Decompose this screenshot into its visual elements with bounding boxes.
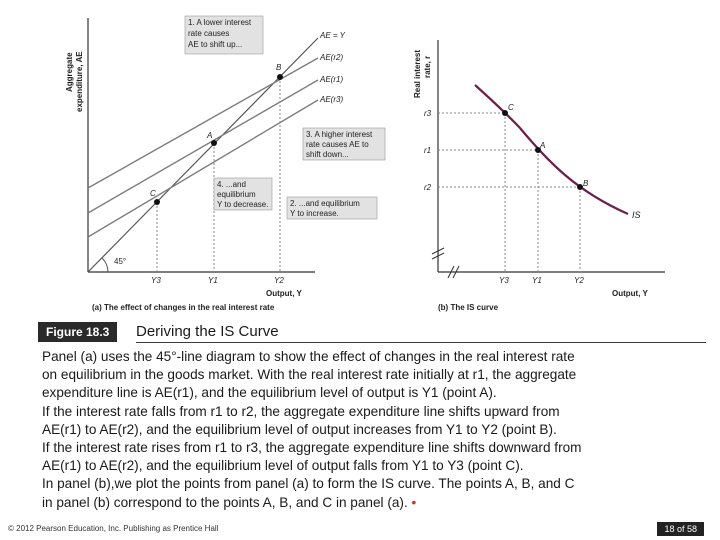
point-b-label-a: B (276, 63, 282, 72)
note-4: 4. ...and equilibrium Y to decrease. (213, 177, 273, 211)
tick-r3: r3 (424, 109, 432, 118)
tick-y3-b: Y3 (499, 276, 509, 285)
point-c-label-a: C (150, 189, 156, 198)
point-a-label-a: A (206, 131, 212, 140)
svg-text:1. A lower interest: 1. A lower interest (188, 18, 252, 27)
svg-text:Y to decrease.: Y to decrease. (217, 200, 268, 209)
label-ae-r2: AE(r2) (319, 53, 343, 62)
label-ae-r1: AE(r1) (319, 75, 343, 84)
is-curve (474, 84, 629, 216)
point-b-b (577, 184, 583, 190)
panel-b: Real interest rate, r IS C A B r3 r1 r2 … (413, 40, 665, 312)
svg-text:rate causes AE to: rate causes AE to (306, 140, 369, 149)
point-c-a (154, 199, 160, 205)
tick-y3-a: Y3 (151, 276, 161, 285)
point-a-label-b: A (539, 141, 545, 150)
tick-y1-b: Y1 (532, 276, 542, 285)
svg-text:Y to increase.: Y to increase. (290, 209, 339, 218)
svg-text:2. ...and equilibrium: 2. ...and equilibrium (290, 199, 360, 208)
svg-text:3. A higher interest: 3. A higher interest (306, 130, 373, 139)
point-b-a (277, 74, 283, 80)
angle-arc (101, 257, 109, 273)
point-c-b (502, 110, 508, 116)
svg-text:shift down...: shift down... (306, 150, 349, 159)
point-c-label-b: C (508, 103, 514, 112)
tick-r2: r2 (424, 183, 432, 192)
label-ae-r3: AE(r3) (319, 95, 343, 104)
panel-b-xlabel: Output, Y (612, 289, 649, 298)
ae-r1-line (87, 79, 319, 214)
svg-text:AE to shift up...: AE to shift up... (188, 40, 242, 49)
panel-a-ylabel-2: expenditure, AE (75, 51, 84, 112)
svg-text:4. ...and: 4. ...and (217, 180, 246, 189)
svg-text:equilibrium: equilibrium (217, 190, 256, 199)
panel-a-xlabel: Output, Y (266, 289, 303, 298)
panel-a-caption: (a) The effect of changes in the real in… (92, 303, 275, 312)
note-3: 3. A higher interest rate causes AE to s… (302, 127, 386, 161)
bullet-icon: • (411, 494, 417, 510)
axis-break-x (447, 265, 460, 279)
caption-line-last: in panel (b) correspond to the points A,… (42, 494, 682, 512)
point-a-b (535, 147, 541, 153)
tick-r1: r1 (424, 146, 431, 155)
note-2: 2. ...and equilibrium Y to increase. (286, 196, 378, 220)
caption-line: on equilibrium in the goods market. With… (42, 367, 577, 383)
caption-line: If the interest rate rises from r1 to r3… (42, 440, 582, 456)
caption-line: AE(r1) to AE(r2), and the equilibrium le… (42, 458, 524, 474)
ae-equals-y-line (87, 37, 319, 273)
axis-break-y (431, 247, 445, 260)
copyright-footer: © 2012 Pearson Education, Inc. Publishin… (8, 524, 219, 533)
caption-line: expenditure line is AE(r1), and the equi… (42, 385, 497, 401)
tick-y2-a: Y2 (274, 276, 284, 285)
caption-line: If the interest rate falls from r1 to r2… (42, 403, 560, 419)
tick-y2-b: Y2 (574, 276, 584, 285)
figure-caption: Panel (a) uses the 45°-line diagram to s… (42, 348, 682, 512)
is-curve-label: IS (632, 210, 641, 220)
caption-line: AE(r1) to AE(r2), and the equilibrium le… (42, 421, 557, 437)
angle-label: 45° (114, 257, 126, 266)
figure-label: Figure 18.3 (38, 322, 118, 342)
note-1: 1. A lower interest rate causes AE to sh… (184, 15, 264, 55)
label-ae-equals-y: AE = Y (319, 31, 346, 40)
point-b-label-b: B (583, 179, 589, 188)
panel-b-ylabel-1: Real interest (413, 50, 422, 98)
caption-line: Panel (a) uses the 45°-line diagram to s… (42, 349, 575, 364)
panel-b-ylabel-2: rate, r (423, 56, 432, 78)
panel-b-caption: (b) The IS curve (438, 303, 499, 312)
page-indicator: 18 of 58 (657, 522, 704, 536)
svg-text:rate causes: rate causes (188, 29, 229, 38)
point-a-a (211, 140, 217, 146)
caption-line: In panel (b),we plot the points from pan… (42, 476, 575, 492)
is-curve-diagram: Aggregate expenditure, AE AE = Y AE(r2) … (65, 15, 665, 312)
panel-a: Aggregate expenditure, AE AE = Y AE(r2) … (65, 15, 386, 312)
panel-a-ylabel-1: Aggregate (65, 52, 74, 92)
caption-line-text: in panel (b) correspond to the points A,… (42, 494, 408, 510)
tick-y1-a: Y1 (208, 276, 218, 285)
figure-title: Deriving the IS Curve (136, 322, 706, 343)
